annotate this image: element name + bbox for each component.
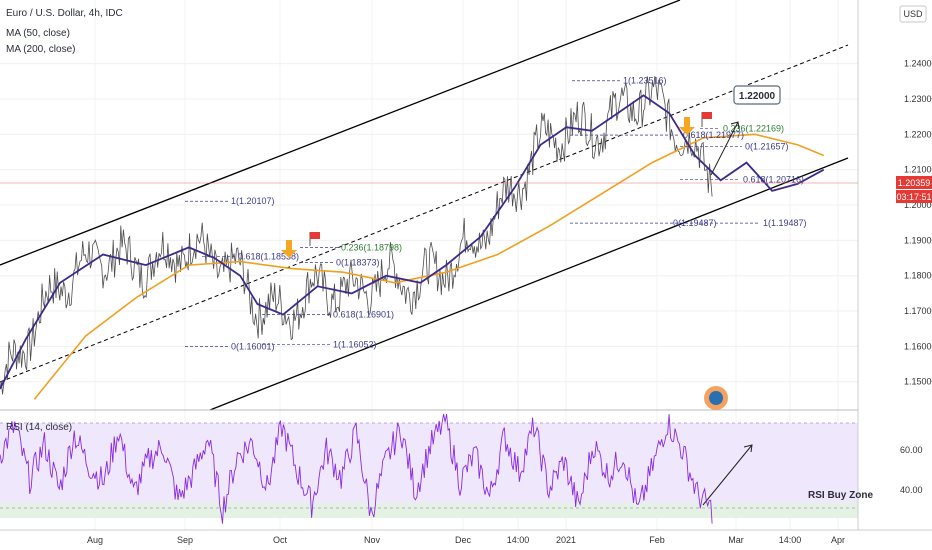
price-tick-label: 1.24000 [904, 59, 932, 69]
fib-label: 0.236(1.18798) [341, 242, 402, 252]
price-tick-label: 1.22000 [904, 129, 932, 139]
time-axis[interactable]: Aug Sep Oct Nov Dec 14:00 2021 Feb Mar 14:00 Apr [87, 535, 845, 545]
time-tick-label: Dec [455, 535, 472, 545]
time-tick-label: 14:00 [507, 535, 530, 545]
price-badge: 1.20359 03:17:51 [896, 176, 932, 203]
svg-text:USD: USD [903, 9, 923, 19]
ma50-legend: MA (50, close) [6, 28, 70, 39]
rsi-tick-label: 40.00 [900, 485, 923, 495]
fib-label: 0(1.18373) [336, 258, 380, 268]
price-ticks: 1.24000 1.23000 1.22000 1.21000 1.20000 1.190… [904, 59, 932, 387]
fib-label: 0.618(1.21977) [683, 130, 744, 140]
fib-label: 0.618(1.18538) [238, 252, 299, 262]
time-tick-label: 14:00 [779, 535, 802, 545]
ma50-line [0, 94, 825, 390]
channel-lower-line[interactable] [209, 157, 849, 411]
price-tick-label: 1.18000 [904, 271, 932, 281]
svg-text:1.20359: 1.20359 [898, 178, 931, 188]
fib-label: 0.618(1.16901) [333, 310, 394, 320]
time-tick-label: 2021 [556, 535, 576, 545]
fib-label: 1(1.20107) [231, 196, 275, 206]
price-tick-label: 1.16000 [904, 341, 932, 351]
fib-label: 0.618(1.20716) [743, 175, 804, 185]
fib-label: 1(1.23516) [623, 76, 667, 86]
sell-arrow-feb [679, 117, 695, 135]
chart-title: Euro / U.S. Dollar, 4h, IDC [6, 8, 123, 19]
fibonacci-levels: 1(1.23516) 0.618(1.21977)0.236(1.22169) 0(… [185, 76, 807, 351]
price-tick-label: 1.20000 [904, 200, 932, 210]
time-tick-label: Nov [364, 535, 381, 545]
flag-icon [701, 112, 712, 127]
price-tick-label: 1.23000 [904, 94, 932, 104]
price-line [0, 76, 713, 395]
rsi-buy-zone [0, 503, 858, 518]
ma200-legend: MA (200, close) [6, 44, 75, 55]
time-tick-label: Oct [273, 535, 288, 545]
fib-label: 1(1.19487) [763, 218, 807, 228]
time-tick-label: Aug [87, 535, 103, 545]
price-tick-label: 1.21000 [904, 165, 932, 175]
fib-label: 1(1.16052) [333, 340, 377, 350]
time-tick-label: Feb [649, 535, 665, 545]
price-tick-label: 1.17000 [904, 306, 932, 316]
time-tick-label: Sep [177, 535, 193, 545]
rsi-tick-label: 60.00 [900, 445, 923, 455]
ma200-line [33, 133, 825, 400]
fib-label: 0(1.21657) [745, 141, 789, 151]
fib-label: 0.236(1.22169) [723, 123, 784, 133]
svg-text:03:17:51: 03:17:51 [896, 192, 931, 202]
price-tick-label: 1.19000 [904, 235, 932, 245]
logo-icon [704, 386, 728, 410]
sell-arrow-oct [281, 240, 297, 258]
rsi-ticks: 60.00 40.00 [900, 445, 923, 495]
time-tick-label: Apr [831, 535, 845, 545]
rsi-band [0, 423, 858, 508]
rsi-line [0, 413, 713, 524]
projection-arrow [702, 121, 753, 506]
price-axis[interactable] [858, 0, 932, 550]
time-tick-label: Mar [728, 535, 744, 545]
fib-label: 0(1.16001) [231, 341, 275, 351]
price-tick-label: 1.15000 [904, 377, 932, 387]
flag-icon [309, 232, 320, 246]
rsi-buy-zone-label: RSI Buy Zone [808, 490, 873, 501]
svg-text:1.22000: 1.22000 [739, 91, 776, 102]
target-label[interactable]: 1.22000 [733, 85, 781, 105]
fib-label: 0(1.19487) [673, 218, 717, 228]
channel-upper-line[interactable] [0, 0, 681, 266]
currency-button[interactable]: USD [899, 5, 927, 23]
rsi-title: RSI (14, close) [6, 422, 72, 433]
channel-mid-line[interactable] [0, 44, 849, 383]
